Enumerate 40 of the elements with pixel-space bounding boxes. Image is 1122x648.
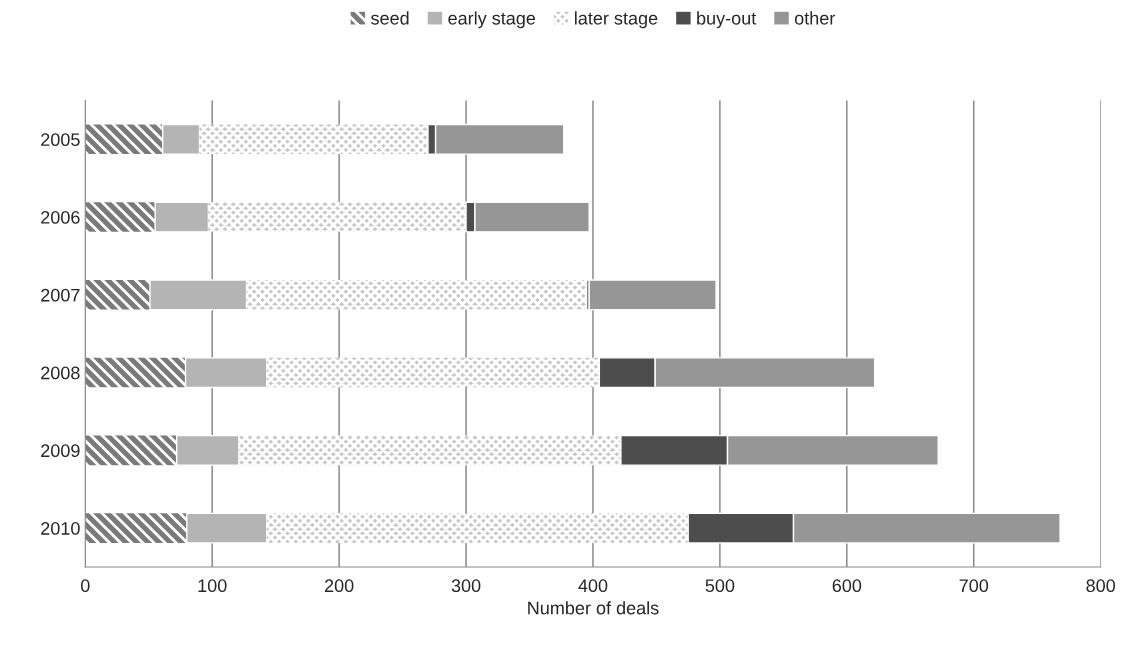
bar	[85, 280, 150, 310]
bar	[186, 512, 268, 544]
x-tick-label: 700	[959, 579, 989, 593]
bar	[238, 435, 621, 466]
bar	[208, 202, 467, 232]
x-tick-label: 400	[578, 579, 608, 593]
bar	[266, 513, 689, 543]
bar	[85, 202, 156, 232]
bar	[175, 434, 240, 466]
bar	[154, 201, 210, 233]
bar	[85, 435, 177, 466]
x-tick-label: 500	[705, 579, 735, 593]
legend-label: buy-out	[697, 11, 757, 29]
bar	[85, 124, 163, 155]
bar	[199, 124, 428, 155]
x-tick-label: 200	[324, 579, 354, 593]
legend-label: later stage	[575, 11, 658, 29]
bar	[149, 279, 248, 311]
bar	[266, 357, 600, 388]
bar	[246, 280, 587, 310]
legend-label: seed	[371, 11, 409, 25]
y-tick-label: 2009	[41, 444, 80, 458]
y-tick-label: 2006	[41, 211, 80, 224]
legend-label: early stage	[448, 11, 536, 29]
x-tick-label: 100	[198, 579, 227, 593]
bar	[162, 123, 201, 155]
legend-label: other	[794, 11, 836, 25]
y-tick-label: 2005	[41, 133, 80, 147]
bar	[85, 357, 186, 388]
bar	[588, 279, 717, 311]
x-axis-title: Number of deals	[528, 601, 659, 615]
bar	[85, 513, 187, 543]
x-tick-label: 600	[832, 579, 862, 593]
x-tick-label: 300	[451, 579, 481, 593]
x-tick-label: 800	[1086, 579, 1116, 593]
x-tick-label: 0	[80, 579, 90, 593]
bar	[184, 357, 268, 389]
y-tick-label: 2010	[41, 522, 80, 535]
y-tick-label: 2007	[41, 288, 80, 302]
y-tick-label: 2008	[41, 366, 80, 380]
